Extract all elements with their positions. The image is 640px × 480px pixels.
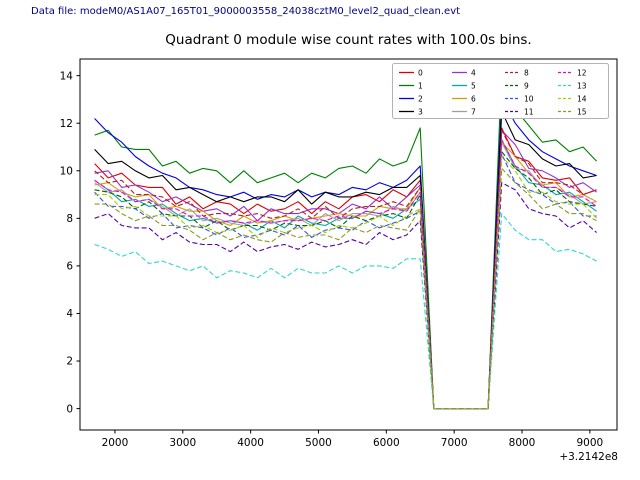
legend-label-2: 2 [418,94,423,103]
x-tick-label: 9000 [576,437,603,449]
series-line-0 [94,127,597,410]
legend-label-11: 11 [524,107,534,116]
y-tick-label: 8 [66,213,73,225]
legend-label-3: 3 [418,107,423,116]
y-tick-label: 0 [66,403,73,415]
legend-label-6: 6 [471,94,476,103]
legend-label-12: 12 [577,68,587,77]
y-tick-label: 6 [66,261,73,273]
x-tick-label: 4000 [237,437,264,449]
series-line-8 [94,129,597,410]
legend-label-0: 0 [418,68,423,77]
y-tick-label: 12 [60,118,73,130]
x-tick-label: 3000 [169,437,196,449]
axes: 2000 3000 4000 5000 6000 7000 8000 900002468101… [60,58,618,449]
legend-label-1: 1 [418,81,423,90]
series-line-9 [94,151,597,410]
series-line-11 [94,182,597,410]
x-tick-label: 2000 [102,437,129,449]
series-group [94,67,597,410]
legend-label-10: 10 [524,94,534,103]
series-line-14 [94,155,597,410]
y-tick-label: 2 [66,356,73,368]
chart-title: Quadrant 0 module wise count rates with … [165,32,532,48]
series-line-7 [94,141,597,410]
legend-box [392,63,609,119]
series-line-15 [94,167,597,410]
series-line-4 [94,129,597,410]
x-axis-offset-label: +3.2142e8 [559,451,618,463]
x-tick-label: 5000 [305,437,332,449]
y-tick-label: 10 [60,165,73,177]
legend-label-7: 7 [471,107,476,116]
y-tick-label: 4 [66,308,73,320]
series-line-3 [94,110,597,410]
series-line-2 [94,96,597,410]
x-tick-label: 7000 [441,437,468,449]
legend-label-5: 5 [471,81,476,90]
series-line-6 [94,141,597,410]
data-file-label: Data file: modeM0/AS1A07_165T01_90000035… [31,6,461,17]
x-tick-label: 8000 [509,437,536,449]
x-tick-label: 6000 [373,437,400,449]
legend-label-13: 13 [577,81,587,90]
legend-label-14: 14 [577,94,587,103]
legend-label-4: 4 [471,68,476,77]
series-line-10 [94,153,597,410]
series-line-12 [94,139,597,410]
series-line-13 [94,213,597,410]
legend-label-8: 8 [524,68,529,77]
legend-label-9: 9 [524,81,529,90]
series-line-1 [94,67,597,410]
legend-label-15: 15 [577,107,587,116]
y-tick-label: 14 [60,70,74,82]
